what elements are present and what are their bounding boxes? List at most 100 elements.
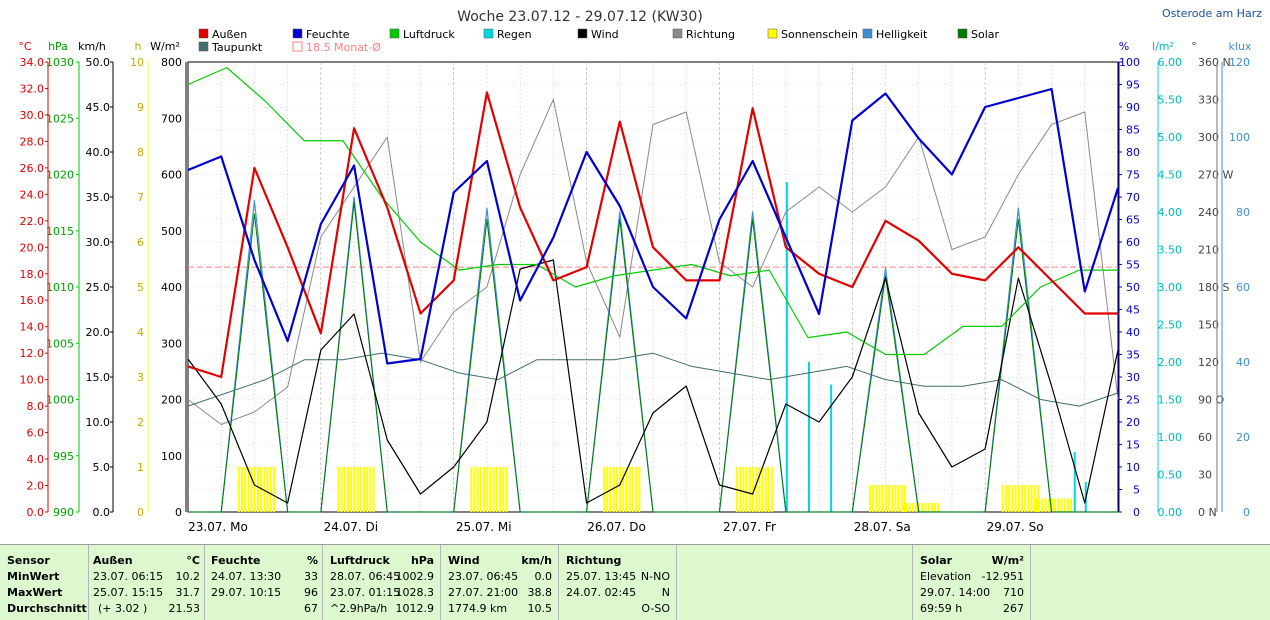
tick-label: 0 [1133,506,1140,519]
stats-empty-column [676,545,913,620]
sunshine-bar [372,467,375,512]
tick-label: 20 [1126,416,1140,429]
sunshine-bar [1041,498,1044,512]
sunshine-bar [244,467,247,512]
sunshine-bar [905,503,908,512]
sunshine-bar [1044,498,1047,512]
tick-label: 210 [1198,244,1219,257]
stats-feuchte-min-time: 24.07. 13:30 [211,570,282,583]
sunshine-bar [1017,485,1020,512]
stats-row-label: MaxWert [7,586,63,599]
legend-label: Wind [591,28,619,41]
sunshine-bar [350,467,353,512]
tick-label: 35 [1126,349,1140,362]
tick-label: 5 [137,281,144,294]
sunshine-bar [1027,485,1030,512]
richtung-line [187,99,1119,425]
tick-label: 700 [161,112,182,125]
tick-label: 14.0 [20,321,45,334]
luftdruck-line [187,67,1118,356]
stats-wind-max: 38.8 [527,586,553,599]
stats-solar-elevation-label: Elevation [920,570,972,583]
tick-label: 15 [1126,439,1140,452]
sunshine-bar [615,467,618,512]
stats-feuchte-column: Feuchte % 24.07. 13:30 33 29.07. 10:15 9… [204,545,323,620]
chart-title: Woche 23.07.12 - 29.07.12 (KW30) [457,9,703,25]
stats-aussen-max-time: 25.07. 15:15 [93,586,164,599]
stats-feuchte-avg: 67 [304,602,318,615]
sunshine-bar [1024,485,1027,512]
stats-solar-hours: 69:59 h [920,602,963,615]
sunshine-bar [930,503,933,512]
stats-row-label: MinWert [7,570,60,583]
sunshine-bar [1034,498,1037,512]
sunshine-bar [606,467,609,512]
tick-label: 330 [1198,94,1219,107]
stats-luftdruck-trend: ^2.9hPa/h [330,602,388,615]
sunshine-bar [1036,485,1039,512]
tick-label: 20.0 [86,326,111,339]
sunshine-bar [631,467,634,512]
axis-units: °C hPa km/h h W/m²% l/m² ° klux [18,40,1252,53]
tick-label: 25.0 [86,281,111,294]
stats-luftdruck-avg: 1012.9 [395,602,435,615]
tick-label: 100 [1229,131,1250,144]
axis-unit: l/m² [1152,40,1174,53]
sunshine-bar [891,485,894,512]
sunshine-bar [266,467,269,512]
tick-label: 85 [1126,124,1140,137]
legend-swatch [862,28,873,39]
sunshine-bar [897,485,900,512]
stats-feuchte-max: 96 [304,586,318,599]
tick-label: 10 [130,56,144,69]
tick-label: 2 [137,416,144,429]
tick-label: 3 [137,371,144,384]
axes: 34.032.030.028.026.024.022.020.018.016.0… [20,56,1251,519]
rain-bar [785,182,788,512]
legend-label: Solar [971,28,1000,41]
tick-label: 600 [161,169,182,182]
feuchte-line [187,87,1120,365]
tick-label: 100 [1119,56,1140,69]
tick-label: 1020 [46,169,74,182]
tick-label: 65 [1126,214,1140,227]
stats-row-label: Durchschnitt [7,602,87,615]
tick-label: 35.0 [86,191,111,204]
x-tick-label: 26.07. Do [587,520,646,534]
tick-label: 26.0 [20,162,45,175]
stats-feuchte-unit: % [306,554,318,567]
sunshine-bar [638,467,641,512]
sunshine-bar [237,467,240,512]
sunshine-bar [1008,485,1011,512]
stats-aussen-avg: 21.53 [168,602,201,615]
stats-solar-header: Solar [920,554,953,567]
tick-label: 7 [137,191,144,204]
axis-unit: km/h [78,40,106,53]
sunshine-bar [479,467,482,512]
sunshine-bar [1030,485,1033,512]
tick-label: 70 [1126,191,1140,204]
tick-label: 15.0 [86,371,111,384]
stats-aussen-unit: °C [186,554,200,567]
sunshine-bar [241,467,244,512]
sunshine-bar [758,467,761,512]
tick-label: 180 S [1198,281,1229,294]
tick-label: 360 N [1198,56,1231,69]
stats-luftdruck-max: 1028.3 [395,586,435,599]
sunshine-bar [878,485,881,512]
legend-swatch [577,28,588,39]
sunshine-bar [340,467,343,512]
tick-label: 9 [137,101,144,114]
tick-label: 60 [1126,236,1140,249]
tick-label: 34.0 [20,56,45,69]
tick-label: 120 [1229,56,1250,69]
stats-aussen-column: Außen °C 23.07. 06:15 10.2 25.07. 15:15 … [88,545,205,620]
sunshine-bar [768,467,771,512]
tick-label: 4.50 [1158,169,1183,182]
sunshine-bar [1070,498,1073,512]
legend-swatch [198,41,209,52]
stats-luftdruck-unit: hPa [410,554,434,567]
stats-richtung-header: Richtung [566,554,622,567]
sunshine-bar [914,503,917,512]
stats-feuchte-max-time: 29.07. 10:15 [211,586,282,599]
